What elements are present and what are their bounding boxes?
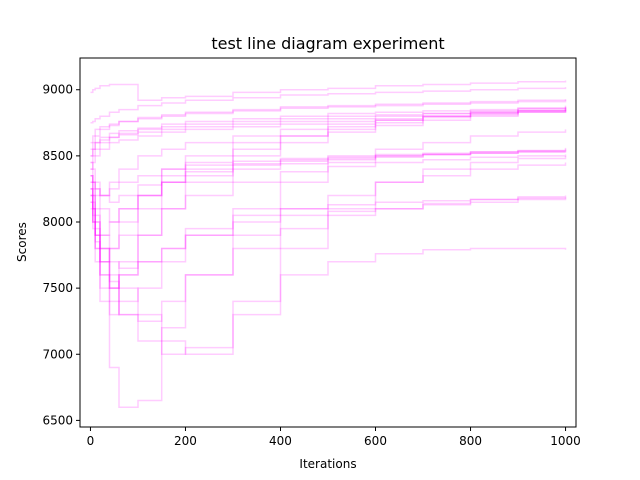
x-tick-label: 400 — [269, 434, 292, 448]
series-line-15 — [90, 195, 567, 322]
series-line-14 — [90, 194, 567, 289]
plot-frame — [79, 57, 577, 428]
series-line-22 — [90, 105, 567, 157]
series-line-21 — [90, 151, 566, 203]
series-line-18 — [90, 109, 567, 164]
series-line-8 — [90, 108, 567, 316]
x-axis: 0 200 400 600 800 1000 — [87, 427, 581, 448]
series-group — [90, 80, 567, 408]
series-line-3 — [90, 100, 567, 144]
y-tick-label: 9000 — [42, 83, 73, 97]
x-tick-label: 200 — [174, 434, 197, 448]
series-line-9 — [90, 149, 567, 197]
x-tick-label: 600 — [364, 434, 387, 448]
x-tick-label: 800 — [459, 434, 482, 448]
y-axis-label: Scores — [15, 222, 29, 262]
series-line-23 — [90, 188, 567, 270]
series-line-12 — [90, 162, 567, 408]
y-tick-label: 7000 — [42, 347, 73, 361]
series-line-10 — [90, 150, 567, 236]
x-axis-label: Iterations — [299, 457, 356, 471]
y-axis: 6500 7000 7500 8000 8500 9000 — [42, 83, 80, 427]
series-line-2 — [90, 87, 567, 124]
x-tick-label: 1000 — [550, 434, 581, 448]
series-line-17 — [90, 99, 567, 151]
x-tick-label: 0 — [87, 434, 95, 448]
series-line-16 — [90, 194, 567, 356]
series-line-13 — [90, 155, 567, 356]
series-line-5 — [90, 109, 567, 170]
y-tick-label: 7500 — [42, 281, 73, 295]
y-tick-label: 8000 — [42, 215, 73, 229]
series-line-11 — [90, 154, 567, 289]
series-line-24 — [90, 129, 567, 303]
series-line-7 — [90, 109, 567, 263]
series-line-20 — [90, 147, 567, 223]
y-tick-label: 8500 — [42, 149, 73, 163]
series-line-19 — [90, 106, 567, 250]
series-line-4 — [90, 106, 567, 157]
chart-title: test line diagram experiment — [211, 34, 444, 53]
series-line-6 — [90, 108, 567, 197]
y-tick-label: 6500 — [42, 413, 73, 427]
series-line-1 — [90, 80, 567, 102]
